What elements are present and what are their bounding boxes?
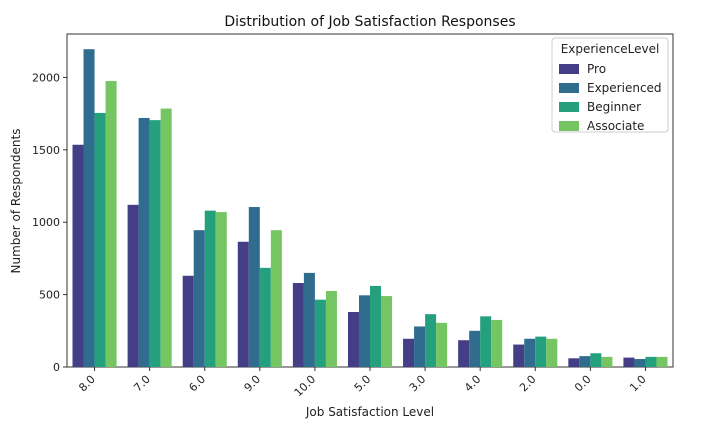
y-tick-label: 500 (39, 289, 60, 302)
bar-beginner-2-0 (535, 336, 547, 367)
bar-experienced-9-0 (248, 207, 260, 367)
plot-area: 0 500 1000 1500 2000 8.0 7.0 6.0 9.0 10.0 5.0 3.0 4.… (32, 33, 674, 400)
bar-beginner-3-0 (425, 314, 437, 367)
y-axis-label: Number of Respondents (9, 129, 23, 274)
legend-label-experienced: Experienced (587, 81, 662, 95)
bar-pro-9-0 (237, 241, 249, 367)
bar-experienced-0-0 (579, 356, 591, 367)
bar-associate-4-0 (491, 319, 503, 367)
y-tick-label: 2000 (32, 71, 60, 84)
bar-experienced-7-0 (138, 117, 150, 368)
bar-beginner-7-0 (149, 120, 161, 367)
bar-pro-4-0 (458, 340, 470, 367)
chart-title: Distribution of Job Satisfaction Respons… (224, 14, 515, 30)
bar-experienced-8-0 (83, 49, 95, 367)
bar-beginner-8-0 (94, 112, 106, 367)
legend-swatch-pro (559, 64, 579, 74)
x-tick-label: 8.0 (76, 373, 98, 395)
x-tick-label: 2.0 (517, 373, 539, 395)
bar-associate-1-0 (656, 356, 668, 367)
legend-title: ExperienceLevel (561, 42, 660, 56)
legend-label-associate: Associate (587, 119, 644, 133)
bar-associate-6-0 (215, 212, 227, 367)
bar-associate-2-0 (546, 338, 558, 367)
bar-associate-9-0 (270, 230, 282, 367)
bar-beginner-10-0 (314, 299, 326, 367)
bar-experienced-3-0 (414, 326, 426, 367)
x-tick-label: 0.0 (572, 373, 594, 395)
bar-associate-0-0 (601, 356, 613, 367)
bar-associate-8-0 (105, 81, 117, 367)
x-tick-label: 1.0 (627, 373, 649, 395)
bar-beginner-5-0 (370, 285, 382, 367)
bar-experienced-6-0 (193, 230, 205, 367)
bar-beginner-9-0 (259, 267, 271, 367)
bar-associate-7-0 (160, 108, 172, 367)
bar-pro-1-0 (623, 357, 635, 367)
bar-experienced-4-0 (469, 330, 481, 367)
bar-experienced-10-0 (303, 272, 315, 367)
bar-beginner-4-0 (480, 316, 492, 367)
bar-beginner-6-0 (204, 210, 216, 367)
y-tick-label: 0 (53, 361, 60, 374)
legend-label-beginner: Beginner (587, 100, 641, 114)
bar-pro-6-0 (182, 275, 194, 367)
x-tick-label: 10.0 (292, 373, 319, 400)
y-tick-label: 1000 (32, 216, 60, 229)
x-tick-label: 7.0 (131, 373, 153, 395)
x-tick-label: 6.0 (186, 373, 208, 395)
bar-pro-8-0 (72, 144, 84, 367)
bar-pro-0-0 (568, 358, 580, 367)
bar-associate-5-0 (381, 296, 393, 367)
bar-experienced-2-0 (524, 338, 536, 367)
bar-pro-5-0 (347, 311, 359, 367)
bar-pro-2-0 (513, 344, 525, 367)
legend-swatch-experienced (559, 83, 579, 93)
bar-experienced-1-0 (634, 359, 646, 367)
bar-pro-10-0 (292, 283, 304, 367)
bar-beginner-0-0 (590, 353, 602, 367)
legend-label-pro: Pro (587, 62, 606, 76)
legend-swatch-beginner (559, 102, 579, 112)
bar-beginner-1-0 (645, 356, 657, 367)
x-tick-label: 5.0 (352, 373, 374, 395)
bar-associate-10-0 (325, 290, 337, 367)
legend: ExperienceLevel Pro Experienced Beginner Ass… (551, 37, 669, 133)
bar-experienced-5-0 (358, 295, 370, 367)
x-tick-label: 4.0 (462, 373, 484, 395)
x-axis-label: Job Satisfaction Level (305, 405, 434, 419)
x-tick-label: 9.0 (242, 373, 264, 395)
legend-swatch-associate (559, 121, 579, 131)
legend-box (551, 37, 669, 133)
bar-pro-7-0 (127, 204, 139, 367)
bar-associate-3-0 (436, 322, 448, 367)
x-tick-label: 3.0 (407, 373, 429, 395)
bar-pro-3-0 (403, 338, 415, 367)
y-tick-label: 1500 (32, 144, 60, 157)
